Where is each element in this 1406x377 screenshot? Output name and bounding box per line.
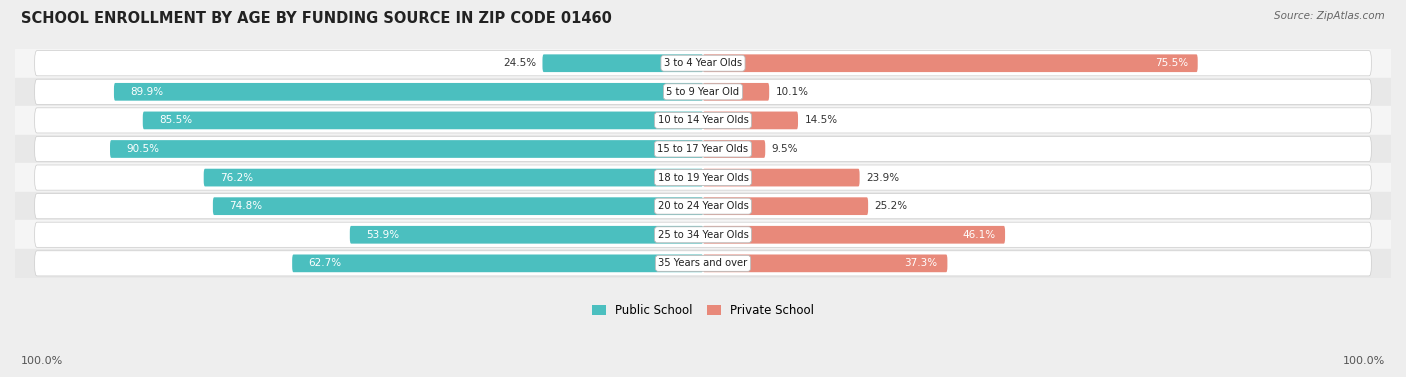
Text: 37.3%: 37.3% (904, 258, 938, 268)
Text: 35 Years and over: 35 Years and over (658, 258, 748, 268)
FancyBboxPatch shape (212, 197, 703, 215)
FancyBboxPatch shape (35, 251, 1371, 276)
Bar (15, 221, 1391, 249)
FancyBboxPatch shape (35, 194, 1371, 219)
FancyBboxPatch shape (35, 222, 1371, 247)
FancyBboxPatch shape (35, 136, 1371, 162)
Text: 18 to 19 Year Olds: 18 to 19 Year Olds (658, 173, 748, 182)
Text: 62.7%: 62.7% (308, 258, 342, 268)
FancyBboxPatch shape (114, 83, 703, 101)
FancyBboxPatch shape (703, 83, 769, 101)
FancyBboxPatch shape (703, 54, 1198, 72)
Text: 90.5%: 90.5% (127, 144, 159, 154)
Text: 20 to 24 Year Olds: 20 to 24 Year Olds (658, 201, 748, 211)
Text: 89.9%: 89.9% (131, 87, 163, 97)
FancyBboxPatch shape (703, 112, 799, 129)
Text: 3 to 4 Year Olds: 3 to 4 Year Olds (664, 58, 742, 68)
Text: 25 to 34 Year Olds: 25 to 34 Year Olds (658, 230, 748, 240)
Legend: Public School, Private School: Public School, Private School (586, 300, 820, 322)
Text: Source: ZipAtlas.com: Source: ZipAtlas.com (1274, 11, 1385, 21)
Text: 74.8%: 74.8% (229, 201, 263, 211)
Text: 85.5%: 85.5% (159, 115, 193, 126)
FancyBboxPatch shape (35, 165, 1371, 190)
Text: 75.5%: 75.5% (1154, 58, 1188, 68)
Text: 10.1%: 10.1% (776, 87, 808, 97)
FancyBboxPatch shape (35, 79, 1371, 104)
Text: 5 to 9 Year Old: 5 to 9 Year Old (666, 87, 740, 97)
Text: 100.0%: 100.0% (21, 356, 63, 366)
Text: 24.5%: 24.5% (503, 58, 536, 68)
Text: 9.5%: 9.5% (772, 144, 799, 154)
FancyBboxPatch shape (35, 51, 1371, 76)
Text: 10 to 14 Year Olds: 10 to 14 Year Olds (658, 115, 748, 126)
FancyBboxPatch shape (35, 108, 1371, 133)
FancyBboxPatch shape (703, 226, 1005, 244)
Bar (15, 249, 1391, 277)
FancyBboxPatch shape (292, 254, 703, 272)
Text: 46.1%: 46.1% (962, 230, 995, 240)
Text: 14.5%: 14.5% (804, 115, 838, 126)
Text: 100.0%: 100.0% (1343, 356, 1385, 366)
FancyBboxPatch shape (703, 140, 765, 158)
FancyBboxPatch shape (703, 197, 868, 215)
Text: 53.9%: 53.9% (366, 230, 399, 240)
FancyBboxPatch shape (143, 112, 703, 129)
Bar (15, 78, 1391, 106)
Text: SCHOOL ENROLLMENT BY AGE BY FUNDING SOURCE IN ZIP CODE 01460: SCHOOL ENROLLMENT BY AGE BY FUNDING SOUR… (21, 11, 612, 26)
FancyBboxPatch shape (350, 226, 703, 244)
FancyBboxPatch shape (110, 140, 703, 158)
FancyBboxPatch shape (703, 254, 948, 272)
FancyBboxPatch shape (703, 169, 859, 187)
Bar (15, 106, 1391, 135)
Text: 76.2%: 76.2% (221, 173, 253, 182)
Text: 23.9%: 23.9% (866, 173, 900, 182)
Bar (15, 49, 1391, 78)
Text: 15 to 17 Year Olds: 15 to 17 Year Olds (658, 144, 748, 154)
FancyBboxPatch shape (543, 54, 703, 72)
Text: 25.2%: 25.2% (875, 201, 908, 211)
Bar (15, 163, 1391, 192)
FancyBboxPatch shape (204, 169, 703, 187)
Bar (15, 192, 1391, 221)
Bar (15, 135, 1391, 163)
